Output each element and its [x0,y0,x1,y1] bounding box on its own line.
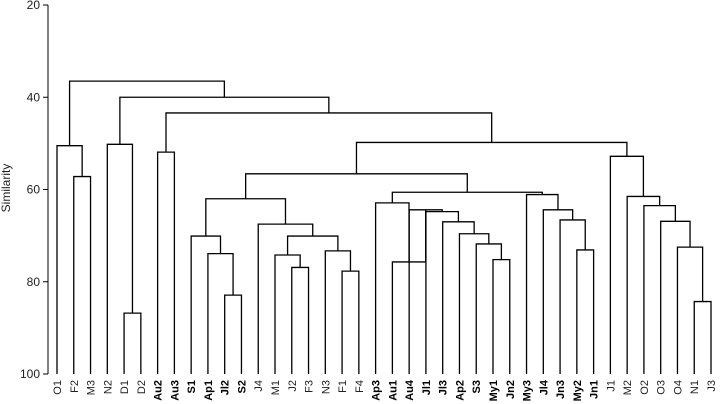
leaf-label: Au4 [404,379,416,401]
leaf-label: N2 [102,380,114,394]
leaf-label: N3 [320,380,332,394]
cluster-link [643,204,677,374]
cluster-link [475,243,503,374]
leaf-label: Ap1 [203,380,215,401]
leaf-label: F1 [337,380,349,393]
leaf-label: My3 [522,380,534,401]
cluster-link [257,223,314,374]
leaf-label: M1 [270,380,282,395]
leaf-label: O4 [672,380,684,395]
cluster-link [68,80,226,146]
leaf-label: F3 [304,380,316,393]
cluster-link [73,175,92,374]
leaf-label: Jl3 [438,380,450,395]
y-axis: 20 40 60 80 100 [20,0,49,381]
leaf-label: M3 [86,380,98,395]
leaf-label: M2 [622,380,634,395]
leaf-label: My2 [572,380,584,401]
leaf-label: O2 [639,380,651,395]
cluster-link [224,294,243,374]
leaf-label: Jn3 [555,380,567,399]
cluster-link [190,235,222,374]
leaf-label: Ap2 [454,380,466,401]
leaf-label: N1 [689,380,701,394]
y-tick-label: 100 [20,367,40,381]
leaf-label: Jn2 [505,380,517,399]
cluster-link [355,141,628,174]
leaf-label: Jl2 [220,380,232,395]
leaf-label: Au1 [387,380,399,401]
cluster-link [207,252,234,374]
cluster-link [660,220,691,374]
leaf-label: S3 [471,380,483,393]
leaf-label: Jl1 [421,380,433,395]
cluster-link [291,266,310,374]
y-tick-label: 40 [27,90,41,104]
cluster-link [341,270,360,374]
cluster-link [56,145,83,374]
leaf-label: Ap3 [371,380,383,401]
leaf-label: S1 [186,380,198,393]
cluster-link [693,300,712,374]
leaf-label: O1 [52,380,64,395]
cluster-link [525,193,559,374]
leaf-label: J3 [706,380,718,392]
leaf-label: Au3 [169,380,181,401]
leaf-label: Au2 [153,380,165,401]
cluster-link [123,312,142,374]
cluster-link [626,195,661,374]
cluster-link [458,233,490,374]
leaf-label: F2 [69,380,81,393]
leaf-label: Jn1 [589,380,601,399]
leaf-label: S2 [236,380,248,393]
cluster-link [106,143,134,374]
cluster-link [205,198,287,237]
y-axis-label: Similarity [0,164,13,213]
cluster-link [442,221,475,374]
leaf-label: D1 [119,380,131,394]
leaf-label: J4 [253,380,265,392]
cluster-link [245,173,468,199]
cluster-link [542,209,574,374]
leaf-label: F4 [354,380,366,393]
leaf-labels: O1 F2 M3 N2 D1 D2 Au2 Au3 S1 Ap1 Jl2 S2 J4 M1 J2 F3 N3 F1… [52,379,718,401]
leaf-label: J1 [605,380,617,392]
y-tick-label: 20 [27,0,41,12]
cluster-link [576,249,595,374]
cluster-link [274,254,301,374]
dendrogram-links [56,80,712,374]
cluster-link [492,258,511,374]
leaf-label: O3 [656,380,668,395]
cluster-link [165,112,493,153]
cluster-link [286,235,339,255]
cluster-link [391,191,543,203]
leaf-label: J2 [287,380,299,392]
cluster-link [119,96,330,145]
y-tick-label: 60 [27,183,41,197]
cluster-link [559,219,586,374]
leaf-label: D2 [136,380,148,394]
leaf-label: Jl4 [538,379,550,395]
cluster-link [676,246,704,374]
leaf-label: My1 [488,380,500,401]
cluster-link [156,151,176,374]
y-tick-label: 80 [27,275,41,289]
cluster-link [324,250,352,374]
